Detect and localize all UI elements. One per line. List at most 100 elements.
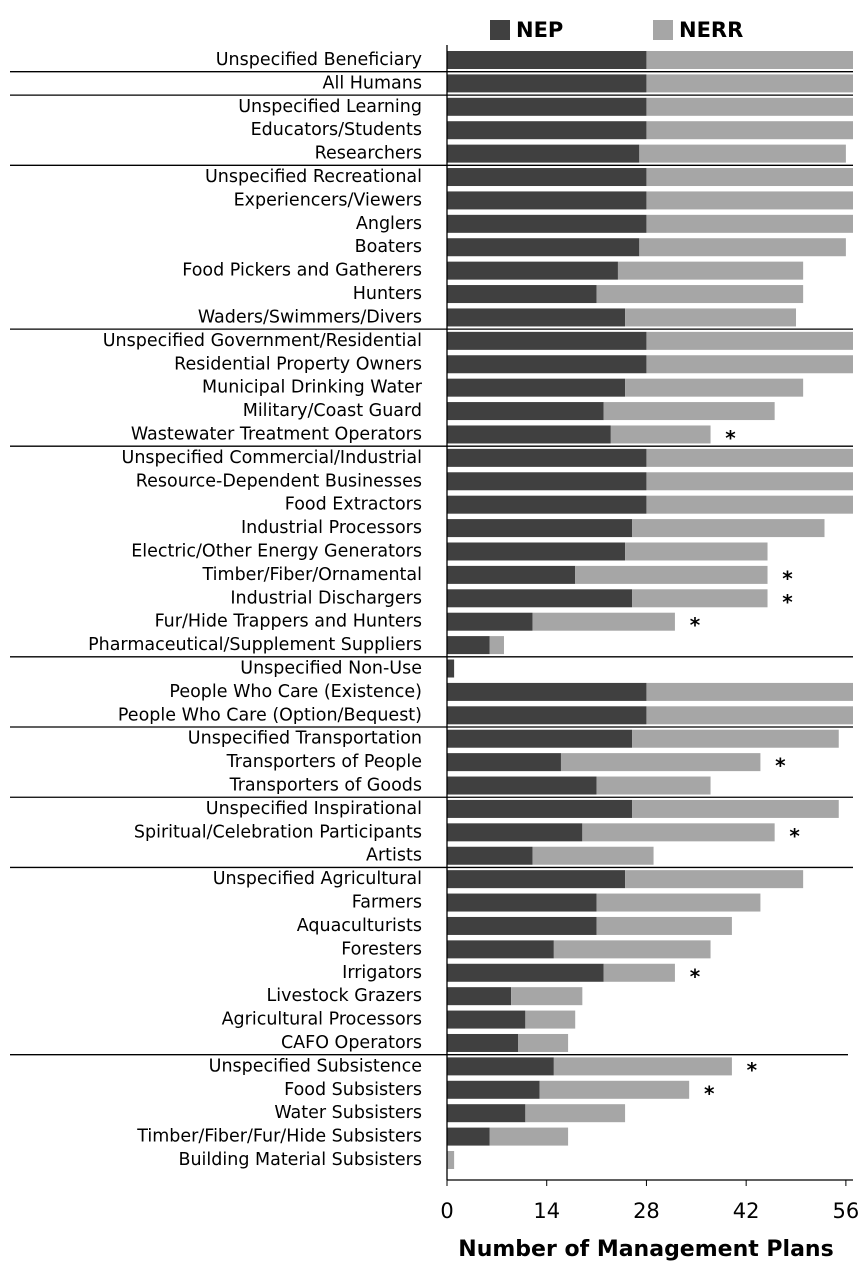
category-label: Electric/Other Energy Generators bbox=[131, 541, 422, 561]
bar-segment bbox=[447, 823, 583, 842]
bar-segment bbox=[646, 51, 853, 69]
category-label: Industrial Dischargers bbox=[230, 588, 422, 608]
bar-segment bbox=[447, 589, 633, 608]
bar-segment bbox=[447, 542, 626, 561]
bar-segment bbox=[646, 706, 853, 725]
category-label: Industrial Processors bbox=[241, 518, 422, 538]
bar-segment bbox=[489, 636, 504, 655]
category-label: Timber/Fiber/Fur/Hide Subsisters bbox=[136, 1127, 422, 1147]
bar-segment bbox=[489, 1127, 569, 1146]
bar-segment bbox=[525, 1010, 576, 1029]
bar-segment bbox=[596, 776, 711, 795]
legend-label: NERR bbox=[679, 18, 743, 42]
bar-segment bbox=[646, 355, 853, 374]
category-label: Spiritual/Celebration Participants bbox=[134, 822, 422, 842]
category-label: Water Subsisters bbox=[274, 1103, 422, 1123]
category-label: Unspecified Recreational bbox=[205, 167, 422, 187]
bar-segment bbox=[447, 285, 597, 304]
bar-segment bbox=[553, 940, 711, 959]
bar-segment bbox=[646, 97, 853, 116]
bar-segment bbox=[603, 402, 775, 421]
bar-segment bbox=[532, 846, 654, 865]
bar-segment bbox=[596, 893, 761, 912]
bar-segment bbox=[447, 519, 633, 538]
category-label: Pharmaceutical/Supplement Suppliers bbox=[88, 635, 422, 655]
bar-segment bbox=[617, 261, 804, 280]
bar-segment bbox=[582, 823, 775, 842]
bar-segment bbox=[447, 893, 597, 912]
annotation: * bbox=[690, 613, 701, 637]
bar-segment bbox=[646, 448, 853, 467]
bar-segment bbox=[625, 870, 804, 889]
bar-segment bbox=[447, 753, 561, 772]
category-label: Military/Coast Guard bbox=[243, 401, 422, 421]
category-label: Resource-Dependent Businesses bbox=[136, 471, 422, 491]
x-tick-label: 14 bbox=[533, 1199, 560, 1223]
bar-segment bbox=[447, 238, 640, 257]
bar-segment bbox=[639, 238, 846, 257]
bar-segment bbox=[646, 74, 853, 93]
annotation: * bbox=[789, 824, 800, 848]
bar-segment bbox=[447, 97, 647, 116]
bar-segment bbox=[603, 963, 675, 982]
bar-segment bbox=[447, 378, 626, 397]
bar-segment bbox=[447, 74, 647, 93]
category-label: Fur/Hide Trappers and Hunters bbox=[155, 612, 422, 632]
category-label: All Humans bbox=[323, 73, 423, 93]
category-label: Transporters of Goods bbox=[229, 776, 422, 796]
annotation: * bbox=[725, 426, 736, 450]
bar-segment bbox=[447, 565, 576, 584]
annotation: * bbox=[690, 964, 701, 988]
bar-segment bbox=[447, 659, 455, 678]
category-label: Hunters bbox=[353, 284, 422, 304]
bar-segment bbox=[447, 636, 490, 655]
category-label: Foresters bbox=[341, 939, 422, 959]
category-label: Farmers bbox=[352, 893, 422, 913]
bar-segment bbox=[447, 191, 647, 210]
bar-segment bbox=[532, 612, 675, 631]
bar-segment bbox=[632, 799, 839, 818]
category-label: Unspecified Subsistence bbox=[209, 1056, 422, 1076]
category-label: Unspecified Inspirational bbox=[206, 799, 422, 819]
category-label: Unspecified Non-Use bbox=[240, 659, 422, 679]
legend-label: NEP bbox=[516, 18, 563, 42]
category-label: Anglers bbox=[356, 214, 422, 234]
category-label: People Who Care (Existence) bbox=[169, 682, 422, 702]
category-label: Residential Property Owners bbox=[174, 354, 422, 374]
category-label: Educators/Students bbox=[251, 120, 422, 140]
category-label: Researchers bbox=[315, 144, 422, 164]
category-label: Irrigators bbox=[342, 963, 422, 983]
legend-swatch bbox=[490, 20, 510, 40]
bar-segment bbox=[447, 706, 647, 725]
bar-segment bbox=[447, 168, 647, 187]
annotation: * bbox=[782, 590, 793, 614]
legend-swatch bbox=[653, 20, 673, 40]
category-label: Unspecified Learning bbox=[238, 97, 422, 117]
bar-segment bbox=[447, 799, 633, 818]
bar-segment bbox=[525, 1104, 626, 1123]
x-tick-label: 0 bbox=[440, 1199, 453, 1223]
bar-segment bbox=[560, 753, 761, 772]
bar-segment bbox=[447, 51, 647, 69]
bar-segment bbox=[447, 870, 626, 889]
category-label: Food Subsisters bbox=[284, 1080, 422, 1100]
category-label: Wastewater Treatment Operators bbox=[131, 424, 422, 444]
x-tick-label: 56 bbox=[833, 1199, 860, 1223]
bar-segment bbox=[632, 589, 768, 608]
bar-segment bbox=[632, 519, 825, 538]
bar-segment bbox=[447, 121, 647, 140]
bar-segment bbox=[596, 285, 804, 304]
bar-segment bbox=[639, 144, 846, 163]
category-label: Unspecified Agricultural bbox=[213, 869, 422, 889]
annotation: * bbox=[704, 1081, 715, 1105]
bar-segment bbox=[518, 1033, 569, 1052]
bar-segment bbox=[447, 1151, 455, 1169]
category-label: Aquaculturists bbox=[297, 916, 422, 936]
bar-segment bbox=[447, 214, 647, 233]
bar-segment bbox=[625, 378, 804, 397]
bar-segment bbox=[447, 682, 647, 701]
category-label: Unspecified Government/Residential bbox=[103, 331, 422, 351]
bar-segment bbox=[625, 308, 797, 327]
category-label: Unspecified Beneficiary bbox=[216, 50, 422, 70]
